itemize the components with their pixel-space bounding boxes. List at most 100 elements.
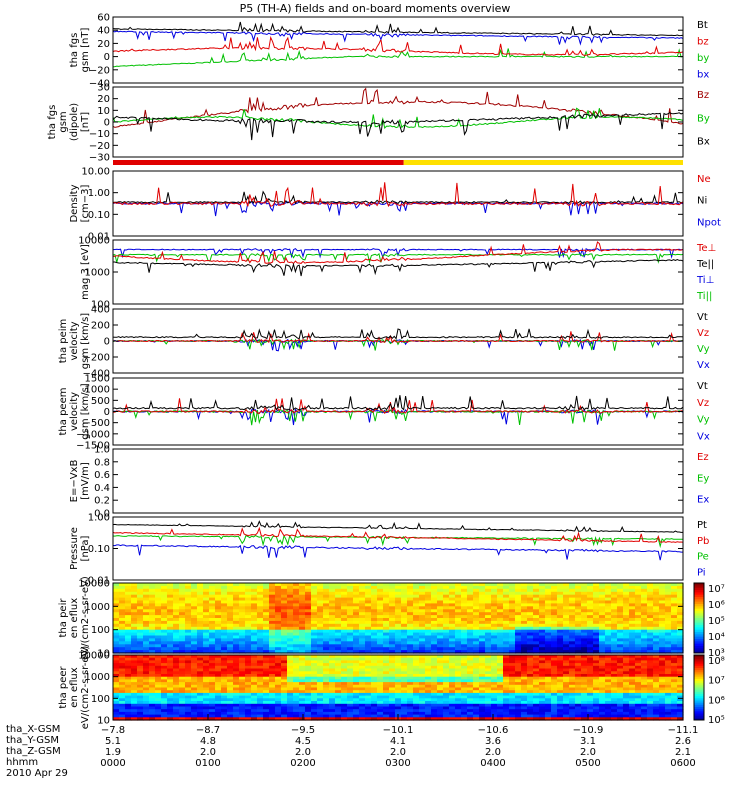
spectro-cell	[305, 690, 312, 694]
spectro-cell	[419, 657, 426, 661]
spectro-cell	[245, 676, 252, 680]
spectro-cell	[299, 655, 306, 659]
spectro-cell	[587, 706, 594, 710]
spectro-cell	[257, 641, 264, 645]
spectro-cell	[671, 618, 678, 622]
spectro-cell	[137, 632, 144, 637]
spectro-cell	[305, 687, 312, 691]
spectro-cell	[305, 676, 312, 680]
spectro-cell	[155, 695, 162, 699]
spectro-cell	[287, 618, 294, 622]
spectro-cell	[587, 594, 594, 599]
y-tick-label: 60	[97, 13, 110, 24]
spectro-cell	[347, 665, 354, 670]
spectro-cell	[383, 620, 390, 625]
spectro-cell	[677, 682, 684, 686]
spectro-cell	[299, 641, 306, 645]
spectro-cell	[473, 638, 480, 642]
spectro-cell	[377, 594, 384, 599]
spectro-cell	[203, 682, 210, 686]
spectro-cell	[557, 687, 564, 691]
spectro-cell	[545, 606, 552, 610]
spectro-cell	[377, 591, 384, 596]
spectro-cell	[551, 671, 558, 675]
spectro-cell	[527, 638, 534, 642]
spectro-cell	[347, 612, 354, 616]
spectro-cell	[449, 585, 456, 590]
spectro-cell	[323, 612, 330, 616]
spectro-cell	[347, 644, 354, 648]
spectro-cell	[341, 687, 348, 691]
spectro-cell	[125, 588, 132, 593]
spectro-cell	[605, 609, 612, 613]
spectro-cell	[515, 632, 522, 637]
spectro-cell	[431, 594, 438, 599]
spectro-cell	[353, 606, 360, 610]
spectro-cell	[395, 644, 402, 648]
spectro-cell	[323, 687, 330, 691]
spectro-cell	[125, 676, 132, 680]
spectro-cell	[497, 709, 504, 713]
spectro-cell	[551, 676, 558, 680]
spectro-cell	[293, 644, 300, 648]
spectro-cell	[161, 647, 168, 651]
spectro-cell	[575, 635, 582, 639]
spectro-cell	[557, 644, 564, 648]
spectro-cell	[269, 703, 276, 708]
spectro-cell	[185, 591, 192, 596]
spectro-cell	[587, 650, 594, 654]
spectro-cell	[365, 703, 372, 708]
spectro-cell	[311, 620, 318, 625]
spectro-cell	[329, 647, 336, 651]
spectro-cell	[305, 657, 312, 661]
spectro-cell	[521, 717, 528, 721]
spectro-cell	[443, 603, 450, 607]
spectro-cell	[239, 591, 246, 596]
spectro-cell	[281, 692, 288, 697]
spectro-cell	[539, 657, 546, 661]
spectro-cell	[587, 692, 594, 697]
spectro-cell	[137, 671, 144, 675]
spectro-cell	[479, 585, 486, 590]
spectro-cell	[353, 665, 360, 670]
spectro-cell	[275, 620, 282, 625]
spectro-cell	[539, 609, 546, 613]
spectro-cell	[617, 615, 624, 619]
spectro-cell	[635, 615, 642, 619]
spectro-cell	[665, 594, 672, 599]
spectro-cell	[287, 706, 294, 710]
spectro-cell	[431, 711, 438, 716]
spectro-cell	[329, 594, 336, 599]
spectro-cell	[233, 695, 240, 699]
spectro-cell	[533, 671, 540, 675]
spectro-cell	[617, 609, 624, 613]
colorbar-cell	[694, 643, 704, 647]
spectro-cell	[311, 714, 318, 718]
spectro-cell	[365, 603, 372, 607]
spectro-cell	[203, 657, 210, 661]
spectro-cell	[293, 626, 300, 631]
spectro-cell	[257, 668, 264, 672]
spectro-cell	[605, 676, 612, 680]
spectro-cell	[371, 709, 378, 713]
spectro-cell	[551, 638, 558, 642]
colorbar-cell	[694, 696, 704, 699]
spectro-cell	[623, 635, 630, 639]
spectro-cell	[383, 698, 390, 702]
spectro-cell	[563, 629, 570, 634]
spectro-cell	[209, 641, 216, 645]
spectro-cell	[305, 603, 312, 607]
spectro-cell	[113, 612, 120, 616]
spectro-cell	[137, 650, 144, 654]
spectro-cell	[377, 600, 384, 604]
spectro-cell	[179, 588, 186, 593]
spectro-cell	[125, 655, 132, 659]
spectro-cell	[419, 698, 426, 702]
spectro-cell	[299, 615, 306, 619]
spectro-cell	[659, 711, 666, 716]
spectro-cell	[575, 676, 582, 680]
spectro-cell	[485, 620, 492, 625]
spectro-cell	[533, 612, 540, 616]
spectro-cell	[131, 632, 138, 637]
spectro-cell	[347, 671, 354, 675]
